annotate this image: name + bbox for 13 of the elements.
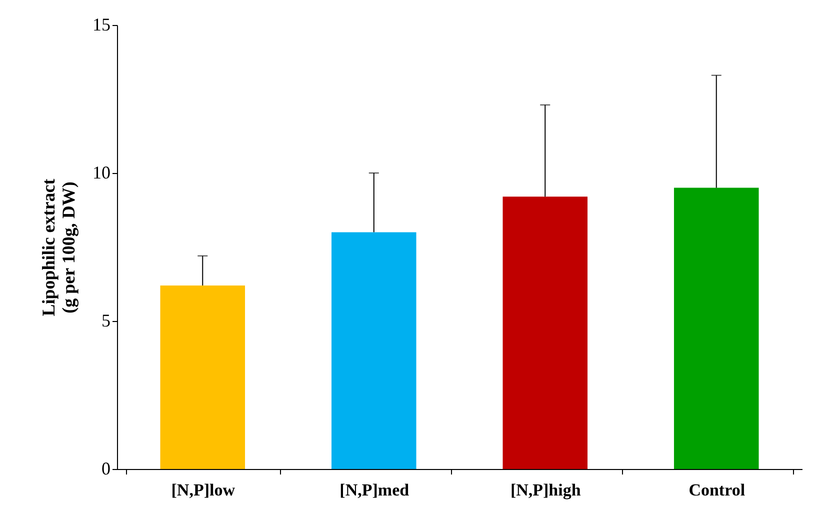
x-tick-label: [N,P]high xyxy=(510,480,582,500)
x-tick-label: Control xyxy=(688,480,746,500)
bar xyxy=(331,232,416,469)
bar xyxy=(674,188,759,469)
y-tick-label: 0 xyxy=(102,458,110,478)
y-tick-label: 15 xyxy=(92,14,110,34)
y-tick-label: 10 xyxy=(92,162,110,182)
y-axis-title: Lipophilic extract (g per 100g, DW) xyxy=(38,178,78,316)
bar xyxy=(160,285,246,469)
x-tick-label: [N,P]low xyxy=(171,480,236,500)
bar xyxy=(502,196,588,469)
x-tick-label: [N,P]med xyxy=(340,480,410,500)
y-tick-label: 5 xyxy=(102,310,110,330)
